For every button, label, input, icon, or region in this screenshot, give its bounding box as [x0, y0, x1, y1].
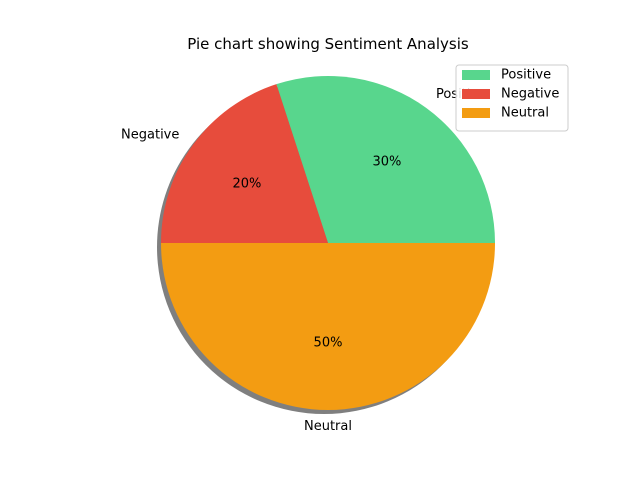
slice-negative — [161, 84, 328, 244]
legend-swatch-positive — [462, 70, 490, 80]
chart-title: Pie chart showing Sentiment Analysis — [187, 35, 469, 53]
slice-percent-positive: 30% — [372, 154, 401, 169]
pie-slices — [161, 75, 495, 410]
legend: Positive Negative Neutral — [455, 64, 569, 132]
legend-label-negative: Negative — [501, 87, 559, 102]
legend-label-positive: Positive — [501, 68, 551, 83]
slice-label-neutral: Neutral — [304, 419, 352, 434]
legend-items: Positive Negative Neutral — [462, 68, 559, 121]
legend-swatch-neutral — [462, 108, 490, 118]
slice-label-negative: Negative — [121, 128, 179, 143]
slice-percent-negative: 20% — [232, 177, 261, 192]
slice-neutral — [161, 243, 495, 410]
legend-label-neutral: Neutral — [501, 106, 549, 121]
slice-percent-neutral: 50% — [314, 336, 343, 351]
legend-swatch-negative — [462, 89, 490, 99]
slice-positive — [276, 75, 495, 244]
